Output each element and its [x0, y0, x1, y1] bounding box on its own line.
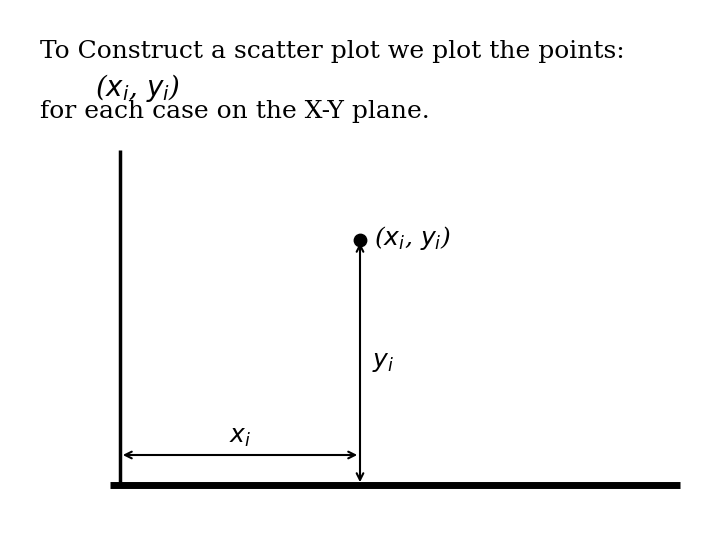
Text: $x_i$: $x_i$	[229, 426, 251, 449]
Text: ($x_i$, $y_i$): ($x_i$, $y_i$)	[95, 72, 180, 104]
Text: for each case on the X-Y plane.: for each case on the X-Y plane.	[40, 100, 430, 123]
Text: $y_i$: $y_i$	[372, 351, 395, 374]
Text: ($x_i$, $y_i$): ($x_i$, $y_i$)	[374, 224, 451, 252]
Point	[354, 235, 366, 244]
Text: To Construct a scatter plot we plot the points:: To Construct a scatter plot we plot the …	[40, 40, 625, 63]
